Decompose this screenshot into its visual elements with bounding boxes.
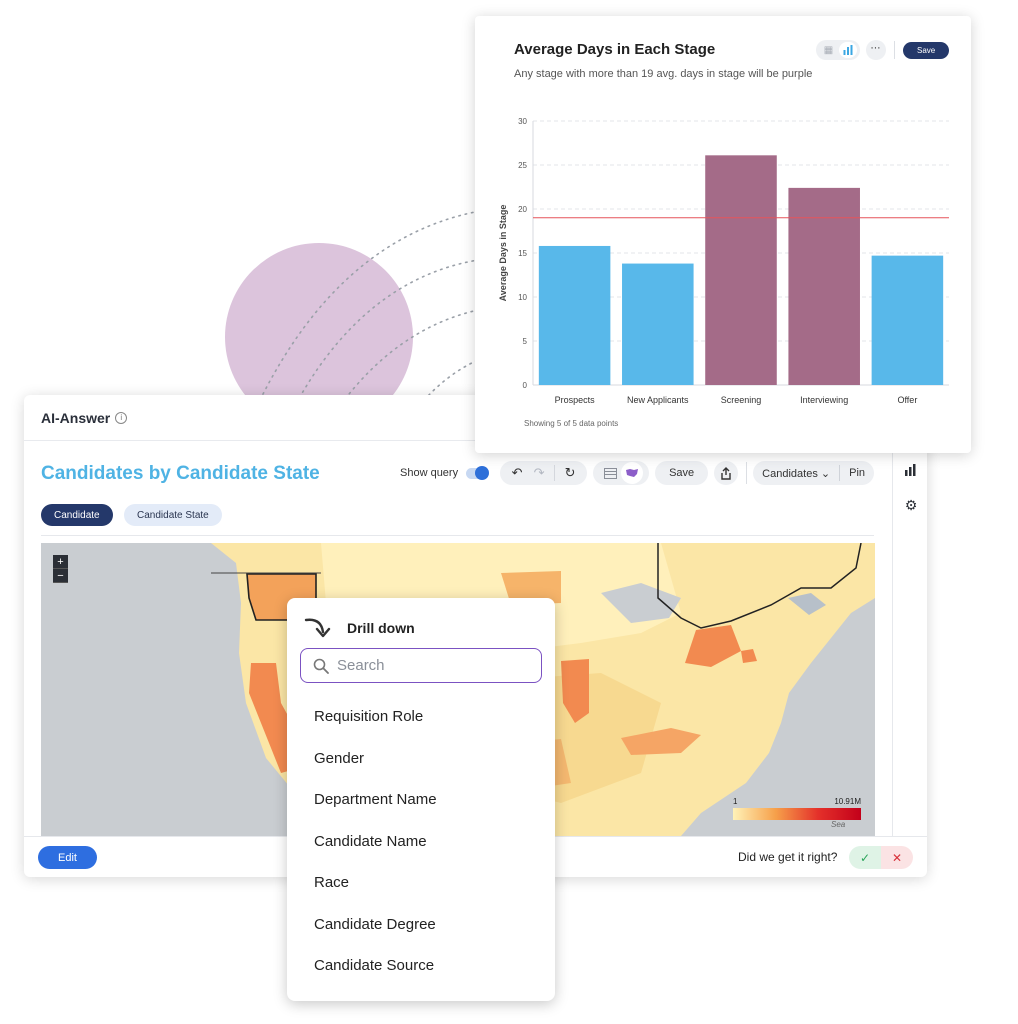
feedback-question: Did we get it right? [738,850,838,864]
pin-button[interactable]: Pin [849,467,866,479]
x-tick-label: Screening [721,395,762,405]
candidates-menu[interactable]: Candidates ⌄ Pin [753,461,875,485]
info-icon[interactable]: i [115,411,128,424]
drill-options-list: Requisition Role Gender Department Name Can… [314,696,437,987]
chip-candidate[interactable]: Candidate [41,504,113,526]
side-rail: ⚙ [892,441,927,836]
y-tick-label: 0 [523,381,528,390]
bar-offer [871,255,944,385]
bar-chart-icon[interactable] [838,42,857,58]
card-header-title: AI-Answer [41,409,111,426]
y-axis-label: Average Days in Stage [498,205,508,302]
zoom-out-button[interactable]: − [53,569,68,583]
toolbar: Show query ↶ ↷ ↻ Save C [400,461,875,485]
edit-button[interactable]: Edit [38,846,97,869]
history-controls: ↶ ↷ ↻ [500,461,588,485]
drill-option[interactable]: Requisition Role [314,708,424,726]
y-tick-label: 10 [518,293,527,302]
search-icon [313,658,329,674]
thumbs-up-check-icon[interactable]: ✓ [849,846,881,869]
x-tick-label: New Applicants [627,395,689,405]
chart-settings-icon[interactable] [902,461,920,479]
page-title: Candidates by Candidate State [41,463,320,484]
decorative-dotted-arcs [259,211,479,420]
map-sea-label: Sea [831,820,846,829]
undo-icon[interactable]: ↶ [511,465,523,480]
legend-min-label: 1 [733,797,738,806]
legend-color-scale [733,808,861,820]
drill-option[interactable]: Candidate Name [314,832,427,850]
map-view-icon[interactable] [621,462,644,484]
zoom-controls: + − [53,555,68,583]
x-tick-label: Interviewing [800,395,848,405]
chip-candidate-state[interactable]: Candidate State [124,504,222,526]
y-tick-label: 30 [518,117,527,126]
chart-view-toggle: ▦ [816,40,860,60]
drill-option[interactable]: Department Name [314,791,437,809]
y-tick-label: 15 [518,249,527,258]
drill-down-menu: Drill down Requisition Role Gender Departm… [287,598,555,1001]
bar-new-applicants [622,263,694,385]
map-legend: 1 10.91M [733,797,861,820]
view-switcher [593,461,650,485]
drill-option[interactable]: Gender [314,749,365,767]
redo-icon[interactable]: ↷ [533,465,545,480]
drill-down-header: Drill down [303,614,415,642]
drill-option[interactable]: Candidate Degree [314,915,436,933]
gear-icon[interactable]: ⚙ [904,496,918,513]
divider [746,462,748,484]
legend-max-label: 10.91M [834,797,861,806]
search-input[interactable] [337,657,527,674]
y-tick-label: 5 [523,337,528,346]
chart-title: Average Days in Each Stage [514,41,716,58]
bar-prospects [538,245,611,385]
y-tick-label: 20 [518,205,527,214]
drill-search-box [300,648,542,683]
thumbs-down-x-icon[interactable]: ✕ [881,846,913,869]
show-query-toggle[interactable] [466,465,490,480]
table-view-icon[interactable]: ▦ [823,44,834,56]
divider [41,535,874,536]
y-tick-label: 25 [518,161,527,170]
share-icon[interactable] [714,461,739,485]
chart-subtitle: Any stage with more than 19 avg. days in… [514,68,813,80]
more-options-icon[interactable]: ⋯ [866,40,886,60]
table-view-icon[interactable] [599,462,621,484]
x-tick-label: Prospects [555,395,596,405]
x-tick-label: Offer [897,395,917,405]
candidates-dropdown-button[interactable]: Candidates ⌄ [762,467,831,480]
drill-option[interactable]: Candidate Source [314,957,435,975]
bar-chart: 0 5 10 15 20 25 30 Average Days in Stage Prospec… [498,117,949,405]
curved-arrow-icon [304,618,331,638]
bar-interviewing [788,187,860,385]
reset-icon[interactable]: ↻ [564,465,576,480]
chart-save-button[interactable]: Save [903,41,950,59]
divider [894,41,895,59]
feedback-buttons: ✓ ✕ [849,846,913,869]
bar-screening [705,155,777,385]
divider [554,465,556,481]
show-query-label: Show query [400,467,459,479]
drill-down-title: Drill down [347,620,415,636]
divider [839,465,841,481]
drill-option[interactable]: Race [314,874,350,892]
save-button[interactable]: Save [655,461,709,485]
chart-footer: Showing 5 of 5 data points [524,419,619,428]
chart-tools: ▦ ⋯ Save [816,40,950,60]
chart-card: Average Days in Each Stage Any stage wit… [475,16,971,453]
zoom-in-button[interactable]: + [53,555,68,569]
